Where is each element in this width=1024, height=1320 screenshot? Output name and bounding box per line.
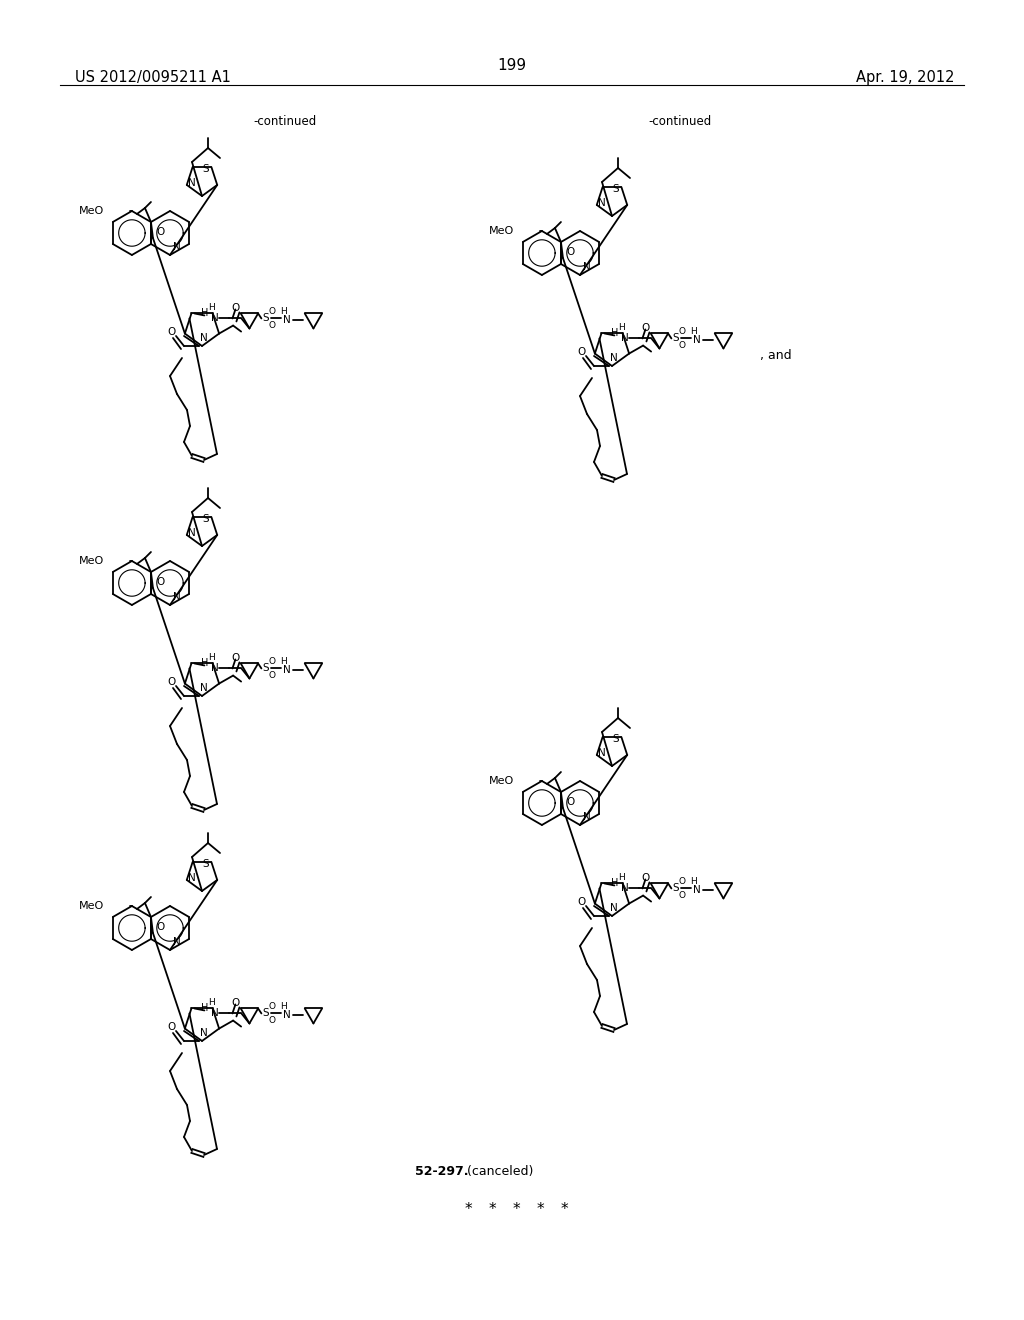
Text: N: N <box>583 812 591 822</box>
Text: H: H <box>618 323 625 331</box>
Text: O: O <box>269 308 275 315</box>
Text: O: O <box>269 321 275 330</box>
Text: O: O <box>577 347 585 356</box>
Text: H: H <box>690 327 696 335</box>
Text: N: N <box>200 682 208 693</box>
Text: N: N <box>283 315 290 326</box>
Text: O: O <box>167 327 175 337</box>
Text: N: N <box>188 873 196 883</box>
Text: MeO: MeO <box>79 556 103 566</box>
Text: H: H <box>690 876 696 886</box>
Text: N: N <box>188 528 196 539</box>
Text: N: N <box>598 748 605 758</box>
Text: O: O <box>641 874 649 883</box>
Text: N: N <box>692 335 700 346</box>
Text: O: O <box>157 577 165 587</box>
Text: 52-297.: 52-297. <box>415 1166 469 1177</box>
Text: O: O <box>231 653 240 664</box>
Text: US 2012/0095211 A1: US 2012/0095211 A1 <box>75 70 230 84</box>
Text: N: N <box>621 883 629 894</box>
Text: , and: , and <box>760 348 792 362</box>
Text: H: H <box>208 302 215 312</box>
Text: MeO: MeO <box>488 776 514 785</box>
Text: -continued: -continued <box>253 115 316 128</box>
Text: N: N <box>200 333 208 343</box>
Text: MeO: MeO <box>79 902 103 911</box>
Text: N: N <box>173 937 181 946</box>
Text: S: S <box>612 183 618 194</box>
Text: N: N <box>692 886 700 895</box>
Text: O: O <box>679 341 686 350</box>
Text: 199: 199 <box>498 58 526 73</box>
Text: O: O <box>269 671 275 680</box>
Text: S: S <box>202 513 209 524</box>
Text: N: N <box>188 178 196 187</box>
Text: N: N <box>211 313 218 323</box>
Text: O: O <box>269 657 275 665</box>
Text: -continued: -continued <box>648 115 712 128</box>
Text: *: * <box>560 1203 568 1217</box>
Text: O: O <box>269 1016 275 1024</box>
Text: N: N <box>211 664 218 673</box>
Text: O: O <box>567 797 575 807</box>
Text: O: O <box>157 227 165 238</box>
Text: H: H <box>618 873 625 882</box>
Text: MeO: MeO <box>488 226 514 236</box>
Text: N: N <box>621 334 629 343</box>
Text: O: O <box>679 891 686 900</box>
Text: H: H <box>208 998 215 1007</box>
Text: H: H <box>611 329 618 338</box>
Text: S: S <box>672 883 679 894</box>
Text: *: * <box>464 1203 472 1217</box>
Text: N: N <box>610 903 617 913</box>
Text: S: S <box>202 164 209 174</box>
Text: *: * <box>512 1203 520 1217</box>
Text: S: S <box>672 334 679 343</box>
Text: N: N <box>283 665 290 676</box>
Text: N: N <box>200 1028 208 1038</box>
Text: N: N <box>211 1008 218 1019</box>
Text: (canceled): (canceled) <box>463 1166 534 1177</box>
Text: O: O <box>567 247 575 257</box>
Text: H: H <box>208 653 215 661</box>
Text: *: * <box>488 1203 496 1217</box>
Text: S: S <box>262 1008 268 1019</box>
Text: S: S <box>612 734 618 744</box>
Text: N: N <box>173 591 181 602</box>
Text: N: N <box>283 1010 290 1020</box>
Text: H: H <box>280 308 287 315</box>
Text: O: O <box>577 898 585 907</box>
Text: O: O <box>167 677 175 686</box>
Text: H: H <box>280 1002 287 1011</box>
Text: O: O <box>269 1002 275 1011</box>
Text: S: S <box>262 313 268 323</box>
Text: S: S <box>202 859 209 869</box>
Text: O: O <box>231 304 240 313</box>
Text: N: N <box>598 198 605 209</box>
Text: *: * <box>537 1203 544 1217</box>
Text: O: O <box>679 327 686 335</box>
Text: N: N <box>583 261 591 272</box>
Text: Apr. 19, 2012: Apr. 19, 2012 <box>856 70 955 84</box>
Text: N: N <box>173 242 181 252</box>
Text: S: S <box>262 664 268 673</box>
Text: H: H <box>280 657 287 665</box>
Text: H: H <box>202 659 209 668</box>
Text: O: O <box>231 998 240 1008</box>
Text: H: H <box>202 309 209 318</box>
Text: H: H <box>611 878 618 888</box>
Text: N: N <box>610 352 617 363</box>
Text: MeO: MeO <box>79 206 103 216</box>
Text: O: O <box>679 876 686 886</box>
Text: O: O <box>641 323 649 334</box>
Text: O: O <box>157 921 165 932</box>
Text: O: O <box>167 1022 175 1032</box>
Text: H: H <box>202 1003 209 1014</box>
